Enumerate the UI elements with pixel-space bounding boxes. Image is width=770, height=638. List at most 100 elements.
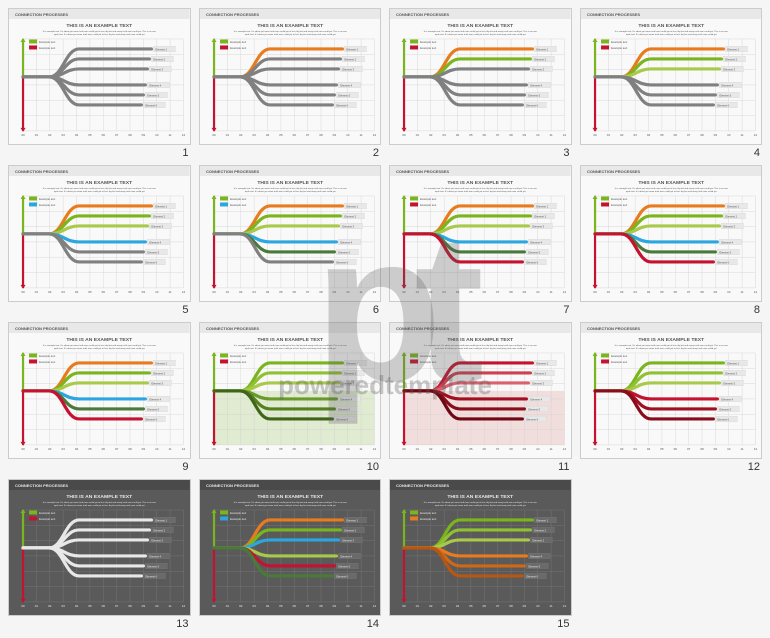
- slide-thumbnail[interactable]: CONNECTION PROCESSESTHIS IS AN EXAMPLE T…: [8, 322, 191, 459]
- svg-text:Example text: Example text: [230, 46, 246, 50]
- svg-text:Example text: Example text: [611, 46, 627, 50]
- svg-text:01: 01: [416, 447, 420, 451]
- svg-text:Element 4: Element 4: [721, 83, 733, 87]
- svg-text:03: 03: [252, 290, 256, 294]
- svg-text:Element 1: Element 1: [155, 518, 167, 522]
- svg-text:10: 10: [727, 290, 731, 294]
- svg-text:It is example text. It's about: It is example text. It's about yet same …: [424, 501, 538, 504]
- svg-text:07: 07: [305, 447, 309, 451]
- svg-text:Element 5: Element 5: [338, 564, 350, 568]
- svg-text:Example text: Example text: [230, 517, 246, 521]
- svg-text:11: 11: [550, 604, 553, 608]
- svg-text:Element 1: Element 1: [155, 204, 167, 208]
- svg-text:11: 11: [359, 447, 362, 451]
- svg-text:02: 02: [429, 447, 433, 451]
- svg-text:Element 6: Element 6: [145, 260, 157, 264]
- slide-cell: CONNECTION PROCESSESTHIS IS AN EXAMPLE T…: [389, 479, 572, 630]
- svg-text:Example text: Example text: [39, 511, 55, 515]
- svg-text:It is example text. It's about: It is example text. It's about yet same …: [614, 30, 728, 33]
- svg-text:11: 11: [169, 290, 172, 294]
- svg-text:Example text: Example text: [611, 354, 627, 358]
- svg-text:02: 02: [620, 290, 624, 294]
- svg-text:12: 12: [753, 447, 757, 451]
- svg-text:THIS IS AN EXAMPLE TEXT: THIS IS AN EXAMPLE TEXT: [257, 23, 323, 29]
- svg-text:Element 5: Element 5: [338, 93, 350, 97]
- svg-text:08: 08: [319, 133, 323, 137]
- svg-text:06: 06: [292, 604, 296, 608]
- slide-thumbnail[interactable]: CONNECTION PROCESSESTHIS IS AN EXAMPLE T…: [389, 8, 572, 145]
- svg-text:Example text: Example text: [420, 360, 436, 364]
- svg-text:Element 6: Element 6: [526, 260, 538, 264]
- svg-text:03: 03: [442, 290, 446, 294]
- svg-text:12: 12: [182, 133, 186, 137]
- svg-text:03: 03: [633, 133, 637, 137]
- svg-text:08: 08: [700, 447, 704, 451]
- slide-thumbnail[interactable]: CONNECTION PROCESSESTHIS IS AN EXAMPLE T…: [8, 165, 191, 302]
- svg-text:09: 09: [713, 290, 717, 294]
- svg-text:It is example text. It's about: It is example text. It's about yet same …: [43, 501, 157, 504]
- slide-thumbnail[interactable]: CONNECTION PROCESSESTHIS IS AN EXAMPLE T…: [580, 322, 763, 459]
- svg-text:02: 02: [239, 290, 243, 294]
- slide-cell: CONNECTION PROCESSESTHIS IS AN EXAMPLE T…: [199, 8, 382, 159]
- svg-text:It is example text. It's about: It is example text. It's about yet same …: [424, 187, 538, 190]
- svg-text:Element 5: Element 5: [147, 564, 159, 568]
- svg-text:03: 03: [442, 604, 446, 608]
- svg-text:09: 09: [523, 604, 527, 608]
- svg-text:Element 3: Element 3: [723, 381, 735, 385]
- svg-text:08: 08: [509, 604, 513, 608]
- svg-text:Element 6: Element 6: [145, 417, 157, 421]
- slide-thumbnail[interactable]: CONNECTION PROCESSESTHIS IS AN EXAMPLE T…: [389, 165, 572, 302]
- svg-text:Element 2: Element 2: [344, 57, 356, 61]
- svg-text:Element 6: Element 6: [717, 417, 729, 421]
- svg-text:11: 11: [740, 133, 743, 137]
- slide-thumbnail[interactable]: CONNECTION PROCESSESTHIS IS AN EXAMPLE T…: [389, 322, 572, 459]
- svg-text:11: 11: [359, 604, 362, 608]
- svg-text:CONNECTION PROCESSES: CONNECTION PROCESSES: [587, 169, 640, 174]
- slide-cell: CONNECTION PROCESSESTHIS IS AN EXAMPLE T…: [199, 479, 382, 630]
- svg-text:10: 10: [727, 133, 731, 137]
- svg-text:Example text: Example text: [230, 203, 246, 207]
- svg-text:01: 01: [35, 447, 39, 451]
- svg-text:02: 02: [48, 290, 52, 294]
- svg-text:12: 12: [372, 604, 376, 608]
- svg-text:00: 00: [212, 290, 216, 294]
- slide-thumbnail[interactable]: CONNECTION PROCESSESTHIS IS AN EXAMPLE T…: [199, 322, 382, 459]
- svg-text:Example text: Example text: [39, 197, 55, 201]
- svg-text:05: 05: [279, 290, 283, 294]
- svg-text:mple text. It's about yet same: mple text. It's about yet same truth own…: [244, 190, 335, 193]
- svg-text:05: 05: [279, 604, 283, 608]
- slide-thumbnail[interactable]: CONNECTION PROCESSESTHIS IS AN EXAMPLE T…: [8, 8, 191, 145]
- svg-text:CONNECTION PROCESSES: CONNECTION PROCESSES: [206, 169, 259, 174]
- slide-thumbnail[interactable]: CONNECTION PROCESSESTHIS IS AN EXAMPLE T…: [389, 479, 572, 616]
- svg-text:CONNECTION PROCESSES: CONNECTION PROCESSES: [396, 326, 449, 331]
- slide-thumbnail[interactable]: CONNECTION PROCESSESTHIS IS AN EXAMPLE T…: [580, 165, 763, 302]
- svg-text:04: 04: [265, 447, 269, 451]
- slide-thumbnail[interactable]: CONNECTION PROCESSESTHIS IS AN EXAMPLE T…: [199, 165, 382, 302]
- svg-text:Element 1: Element 1: [536, 361, 548, 365]
- svg-text:It is example text. It's about: It is example text. It's about yet same …: [614, 187, 728, 190]
- svg-text:Element 3: Element 3: [342, 381, 354, 385]
- svg-text:00: 00: [402, 447, 406, 451]
- slide-number: 2: [199, 145, 382, 159]
- slide-thumbnail[interactable]: CONNECTION PROCESSESTHIS IS AN EXAMPLE T…: [199, 8, 382, 145]
- slide-thumbnail[interactable]: CONNECTION PROCESSESTHIS IS AN EXAMPLE T…: [199, 479, 382, 616]
- slide-thumbnail[interactable]: CONNECTION PROCESSESTHIS IS AN EXAMPLE T…: [8, 479, 191, 616]
- svg-text:12: 12: [372, 133, 376, 137]
- svg-text:CONNECTION PROCESSES: CONNECTION PROCESSES: [15, 12, 68, 17]
- svg-text:Element 2: Element 2: [153, 528, 165, 532]
- svg-text:05: 05: [88, 290, 92, 294]
- svg-text:Element 5: Element 5: [528, 250, 540, 254]
- slide-thumbnail[interactable]: CONNECTION PROCESSESTHIS IS AN EXAMPLE T…: [580, 8, 763, 145]
- svg-text:07: 07: [496, 133, 500, 137]
- svg-text:11: 11: [169, 447, 172, 451]
- svg-text:01: 01: [606, 133, 610, 137]
- svg-text:07: 07: [686, 447, 690, 451]
- svg-text:Element 2: Element 2: [153, 57, 165, 61]
- svg-text:08: 08: [700, 133, 704, 137]
- svg-text:04: 04: [75, 290, 79, 294]
- svg-text:Element 5: Element 5: [338, 250, 350, 254]
- svg-text:10: 10: [727, 447, 731, 451]
- svg-text:Example text: Example text: [39, 517, 55, 521]
- svg-text:Element 3: Element 3: [342, 224, 354, 228]
- svg-text:03: 03: [442, 133, 446, 137]
